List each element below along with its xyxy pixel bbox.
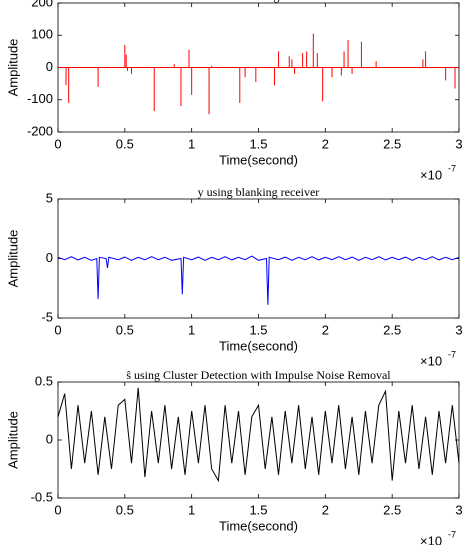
x-tick-label: 2.5 bbox=[383, 322, 401, 337]
x-axis-label: Time(second) bbox=[219, 338, 298, 353]
y-axis-label: Amplitude bbox=[5, 411, 20, 469]
y-tick-label: -5 bbox=[41, 309, 53, 324]
x-axis-label: Time(second) bbox=[219, 152, 298, 167]
x-tick-label: 0.5 bbox=[116, 502, 134, 517]
x-tick-label: 0 bbox=[54, 136, 61, 151]
x-tick-label: 1 bbox=[188, 322, 195, 337]
x-multiplier-exponent: -7 bbox=[448, 349, 456, 359]
y-tick-label: -200 bbox=[27, 123, 53, 138]
plot-frame bbox=[57, 381, 460, 499]
x-tick-label: 0.5 bbox=[116, 322, 134, 337]
x-tick-label: 2 bbox=[322, 502, 329, 517]
plot-frame bbox=[57, 198, 460, 319]
x-multiplier-exponent: -7 bbox=[448, 163, 456, 173]
y-tick-label: 100 bbox=[31, 27, 53, 42]
x-tick-label: 0 bbox=[54, 502, 61, 517]
x-multiplier-exponent: -7 bbox=[448, 529, 456, 539]
x-tick-label: 0 bbox=[54, 322, 61, 337]
x-multiplier: ×10 bbox=[420, 533, 442, 545]
x-multiplier: ×10 bbox=[420, 167, 442, 182]
y-tick-label: 200 bbox=[31, 0, 53, 9]
y-tick-label: 0 bbox=[46, 59, 53, 74]
x-multiplier: ×10 bbox=[420, 353, 442, 368]
x-axis-label: Time(second) bbox=[219, 518, 298, 533]
y-tick-label: 5 bbox=[46, 190, 53, 205]
signal-line bbox=[57, 255, 460, 305]
x-tick-label: 2 bbox=[322, 322, 329, 337]
y-tick-label: 0 bbox=[46, 431, 53, 446]
y-tick-label: -100 bbox=[27, 91, 53, 106]
x-tick-label: 2.5 bbox=[383, 502, 401, 517]
x-tick-label: 0.5 bbox=[116, 136, 134, 151]
plot-frame bbox=[57, 2, 460, 133]
x-tick-label: 3 bbox=[455, 322, 462, 337]
x-tick-label: 2 bbox=[322, 136, 329, 151]
y-tick-label: 0.5 bbox=[35, 373, 53, 388]
y-tick-label: -0.5 bbox=[31, 489, 53, 504]
chart-title: ŝ using Cluster Detection with Impulse N… bbox=[126, 368, 391, 382]
chart-title: Received Signal r bbox=[216, 0, 301, 3]
x-tick-label: 3 bbox=[455, 502, 462, 517]
y-tick-label: 0 bbox=[46, 250, 53, 265]
x-tick-label: 1 bbox=[188, 136, 195, 151]
x-tick-label: 1.5 bbox=[249, 322, 267, 337]
y-axis-label: Amplitude bbox=[5, 230, 20, 288]
signal-line bbox=[57, 387, 460, 483]
x-tick-label: 1.5 bbox=[249, 502, 267, 517]
chart-title: y using blanking receiver bbox=[198, 185, 320, 199]
x-tick-label: 1 bbox=[188, 502, 195, 517]
x-tick-label: 2.5 bbox=[383, 136, 401, 151]
y-axis-label: Amplitude bbox=[5, 39, 20, 97]
x-tick-label: 1.5 bbox=[249, 136, 267, 151]
x-tick-label: 3 bbox=[455, 136, 462, 151]
